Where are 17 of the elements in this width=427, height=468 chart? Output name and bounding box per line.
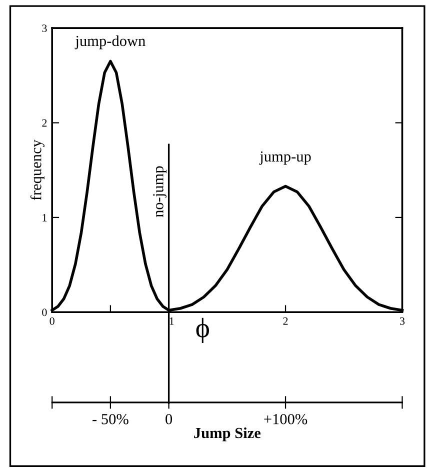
y-axis-title: frequency [30, 140, 44, 200]
annotation: jump-up [259, 151, 311, 165]
y-tick-label: 3 [42, 24, 47, 32]
x2-tick-label: +100% [264, 414, 308, 424]
y-tick-label: 0 [42, 308, 47, 316]
x2-tick-label: 0 [166, 414, 172, 424]
x-tick-label: 1 [170, 317, 174, 325]
x2-axis-title: Jump Size [194, 427, 261, 442]
x-axis-title: ϕ [196, 318, 209, 344]
y-tick-label: 2 [42, 119, 47, 127]
x-tick-label: 2 [283, 317, 288, 325]
x2-tick-label: - 50% [92, 414, 128, 424]
x-tick-label: 3 [400, 317, 405, 325]
x-tick-label: 0 [50, 317, 54, 325]
ref-line-label: no-jump [153, 166, 166, 218]
y-tick-label: 1 [42, 214, 47, 222]
annotation: jump-down [74, 35, 146, 50]
